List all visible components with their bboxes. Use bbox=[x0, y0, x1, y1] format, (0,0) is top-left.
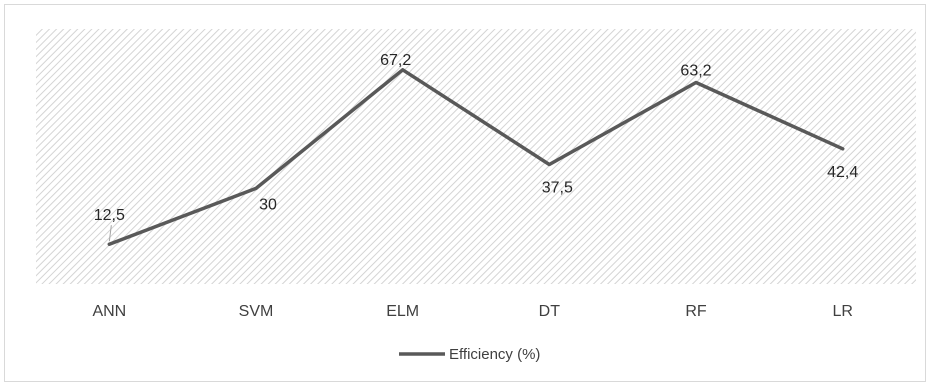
series-layer bbox=[107, 68, 845, 246]
data-label-ann: 12,5 bbox=[94, 207, 125, 224]
x-tick-label-elm: ELM bbox=[386, 303, 419, 320]
x-axis-tick-labels: ANN SVM ELM DT RF LR bbox=[92, 303, 852, 320]
data-label-elm: 67,2 bbox=[380, 52, 411, 69]
data-label-lr: 42,4 bbox=[827, 164, 858, 181]
data-point-lr bbox=[841, 147, 845, 151]
x-tick-label-rf: RF bbox=[685, 303, 707, 320]
data-point-svm bbox=[254, 186, 258, 190]
data-point-dt bbox=[547, 162, 551, 166]
data-point-rf bbox=[694, 81, 698, 85]
x-tick-label-svm: SVM bbox=[239, 303, 274, 320]
legend-label-efficiency: Efficiency (%) bbox=[449, 346, 540, 363]
plot-area bbox=[36, 29, 916, 284]
data-point-ann bbox=[107, 242, 111, 246]
data-label-svm: 30 bbox=[259, 196, 277, 213]
data-label-leader-ann bbox=[108, 225, 112, 242]
legend: Efficiency (%) bbox=[399, 346, 540, 363]
x-tick-label-lr: LR bbox=[832, 303, 852, 320]
x-tick-label-dt: DT bbox=[539, 303, 561, 320]
x-tick-label-ann: ANN bbox=[92, 303, 126, 320]
data-label-layer: 12,5 30 67,2 37,5 63,2 42,4 bbox=[94, 52, 858, 242]
series-line-efficiency bbox=[107, 68, 845, 246]
data-label-rf: 63,2 bbox=[680, 63, 711, 80]
data-label-dt: 37,5 bbox=[542, 179, 573, 196]
data-point-elm bbox=[401, 68, 405, 72]
